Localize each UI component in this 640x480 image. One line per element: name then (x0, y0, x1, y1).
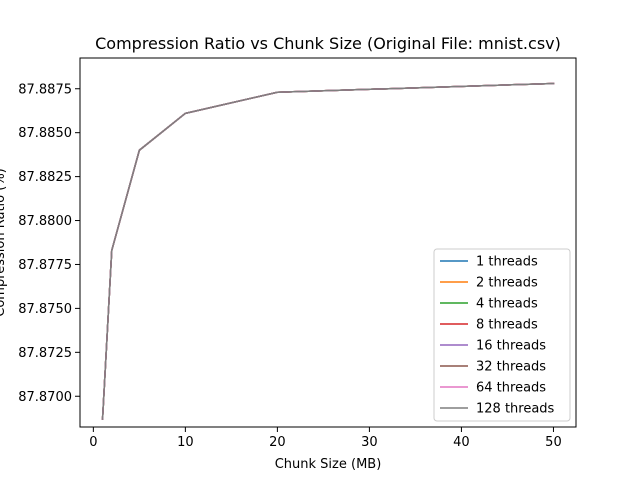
legend-entry-label: 16 threads (476, 339, 546, 354)
y-tick-label: 87.8850 (18, 126, 72, 141)
y-tick-label: 87.8825 (18, 170, 72, 185)
legend-entry-label: 2 threads (476, 276, 538, 291)
y-tick-label: 87.8750 (18, 302, 72, 317)
series-line-8 (101, 82, 555, 420)
y-axis-ticks: 87.8700 87.8725 87.8750 87.8775 87.8800 87.88… (18, 82, 80, 405)
legend-entry-label: 128 threads (476, 402, 555, 417)
legend: 1 threads 2 threads 4 threads 8 threads 16 t… (433, 248, 571, 422)
x-axis-label: Chunk Size (MB) (275, 457, 382, 472)
y-tick-label: 87.8875 (18, 82, 72, 97)
y-tick-label: 87.8725 (18, 346, 72, 361)
legend-entry-label: 1 threads (476, 255, 538, 270)
legend-entry-label: 8 threads (476, 318, 538, 333)
y-axis-label: Compression Ratio (%) (0, 168, 8, 317)
x-tick-label: 30 (361, 435, 378, 450)
legend-entry-label: 64 threads (476, 381, 546, 396)
y-tick-label: 87.8700 (18, 390, 72, 405)
legend-entry-label: 32 threads (476, 360, 546, 375)
x-tick-label: 0 (89, 435, 97, 450)
plot-lines (101, 82, 555, 420)
y-tick-label: 87.8775 (18, 258, 72, 273)
x-axis-ticks: 0 10 20 30 40 50 (89, 427, 562, 450)
x-tick-label: 10 (177, 435, 194, 450)
legend-box (433, 248, 571, 422)
plot-frame (79, 57, 577, 428)
legend-entry-label: 4 threads (476, 297, 538, 312)
x-tick-label: 50 (545, 435, 562, 450)
y-tick-label: 87.8800 (18, 214, 72, 229)
x-tick-label: 40 (453, 435, 470, 450)
chart-title: Compression Ratio vs Chunk Size (Origina… (95, 34, 561, 53)
x-tick-label: 20 (269, 435, 286, 450)
